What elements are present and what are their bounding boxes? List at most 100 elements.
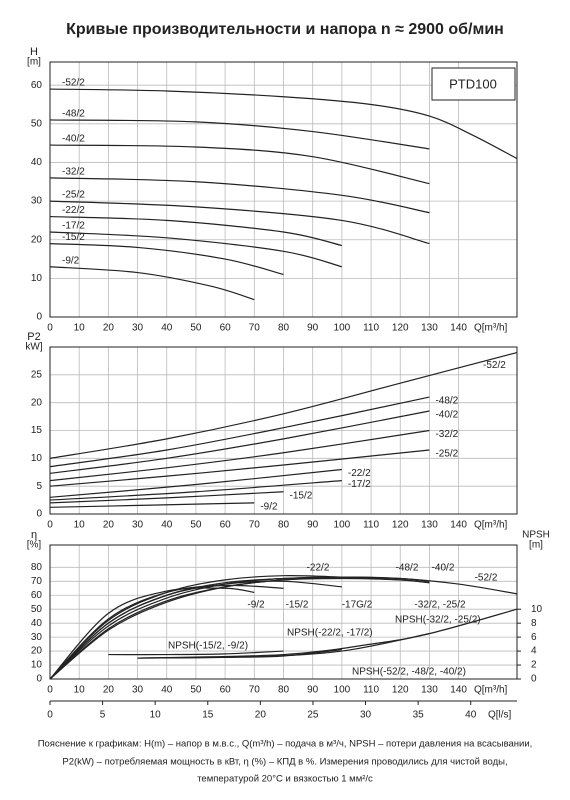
x-tick-label: 60 (220, 323, 232, 334)
curve-label: -17G/2 (342, 600, 373, 611)
y-tick-label: 25 (31, 369, 43, 380)
curve-label: -9/2 (62, 255, 80, 266)
curve-label: -48/2 (62, 109, 85, 120)
y-axis-label: H (30, 46, 38, 58)
x-tick-label: 30 (132, 685, 144, 696)
page-title: Кривые производительности и напора n ≈ 2… (66, 21, 504, 38)
curve (49, 429, 430, 482)
x-tick-label: 130 (421, 520, 438, 531)
curve (49, 242, 284, 276)
curve (49, 449, 430, 487)
y-axis-label: η (31, 529, 37, 541)
footer-line: температурой 20°C и вязкостью 1 мм²/с (197, 774, 373, 785)
footer-line: P2(kW) – потребляемая мощность в кВт, η … (62, 757, 507, 768)
x-tick-label: 40 (161, 323, 173, 334)
x2-tick-label: 30 (360, 710, 372, 721)
x-tick-label: 50 (190, 323, 202, 334)
x-tick-label: 110 (363, 323, 379, 334)
curve (49, 577, 430, 680)
model-box (431, 67, 516, 101)
x-tick-label: 20 (103, 520, 115, 531)
x-tick-label: 30 (132, 520, 144, 531)
curve-label: -22/2 (62, 205, 85, 216)
curve (49, 351, 518, 459)
x-axis-label: Q[m³/h] (474, 520, 508, 531)
curve-label: -9/2 (260, 502, 278, 513)
curve (49, 584, 284, 680)
curve (49, 396, 430, 468)
model-label: PTD100 (449, 76, 497, 91)
x2-tick-label: 0 (47, 710, 53, 721)
curve-label: -40/2 (435, 410, 458, 421)
x-tick-label: 90 (307, 323, 319, 334)
curve-label: NPSH(-52/2, -48/2, -40/2) (352, 667, 466, 678)
x-tick-label: 130 (421, 685, 438, 696)
curve (49, 200, 430, 245)
y-tick-label: 40 (31, 618, 43, 629)
y-axis-unit: kW] (25, 342, 42, 353)
y-tick-label: 50 (31, 604, 43, 615)
curve (49, 215, 343, 247)
curve-label: -17/2 (62, 221, 85, 232)
x2-tick-label: 20 (255, 710, 267, 721)
footer-line: Пояснение к графикам: H(m) – напор в м.в… (38, 739, 533, 750)
x-tick-label: 90 (307, 685, 319, 696)
y2-tick-label: 10 (531, 604, 543, 615)
x-tick-label: 50 (190, 685, 202, 696)
curve (137, 608, 518, 659)
y-tick-label: 10 (31, 660, 43, 671)
curve (49, 119, 430, 150)
curve-label: -15/2 (290, 490, 313, 501)
x-tick-label: 60 (220, 685, 232, 696)
x2-tick-label: 15 (202, 710, 214, 721)
x-tick-label: 100 (334, 520, 351, 531)
x-tick-label: 10 (74, 520, 86, 531)
x-axis-label: Q[m³/h] (474, 323, 508, 334)
curve (49, 410, 430, 474)
x-tick-label: 80 (278, 520, 290, 531)
x-tick-label: 0 (47, 323, 53, 334)
y2-axis-unit: [m] (529, 540, 543, 551)
x-tick-label: 10 (74, 685, 86, 696)
y-tick-label: 20 (31, 234, 43, 245)
y-tick-label: 60 (31, 80, 43, 91)
y-tick-label: 10 (31, 273, 43, 284)
x-tick-label: 40 (161, 685, 173, 696)
y-tick-label: 50 (31, 118, 43, 129)
x-tick-label: 20 (103, 323, 115, 334)
x-tick-label: 120 (392, 520, 409, 531)
y-tick-label: 70 (31, 576, 43, 587)
xlabel-bg (470, 518, 516, 532)
curve-label: -48/2 (435, 396, 458, 407)
curve-label: -15/2 (286, 600, 309, 611)
x-tick-label: 70 (249, 520, 261, 531)
curve (49, 587, 255, 680)
curve-label: -32/2 (62, 167, 85, 178)
curve-label: -32/2, -25/2 (414, 600, 466, 611)
y2-tick-label: 4 (531, 646, 537, 657)
curve (49, 468, 342, 498)
y-tick-label: 60 (31, 590, 43, 601)
y-tick-label: 30 (31, 196, 43, 207)
curve-label: -25/2 (62, 190, 85, 201)
y-tick-label: 80 (31, 562, 43, 573)
x2-tick-label: 5 (100, 710, 106, 721)
x-tick-label: 120 (392, 685, 409, 696)
x-tick-label: 10 (74, 323, 86, 334)
x-tick-label: 30 (132, 323, 144, 334)
xlabel-bg (470, 321, 516, 335)
x2-tick-label: 35 (413, 710, 425, 721)
curve-label: -22/2 (348, 468, 371, 479)
curve-label: -40/2 (62, 134, 85, 145)
curve-label: NPSH(-32/2, -25/2) (395, 615, 481, 626)
y-axis-label: P2 (27, 331, 40, 343)
x-tick-label: 140 (450, 685, 467, 696)
y-tick-label: 20 (31, 646, 43, 657)
curve (49, 231, 343, 268)
curve-label: -22/2 (307, 563, 330, 574)
y2-tick-label: 2 (531, 660, 537, 671)
x-axis-label: Q[m³/h] (474, 685, 508, 696)
curve (49, 177, 430, 214)
curve-label: -25/2 (435, 449, 458, 460)
